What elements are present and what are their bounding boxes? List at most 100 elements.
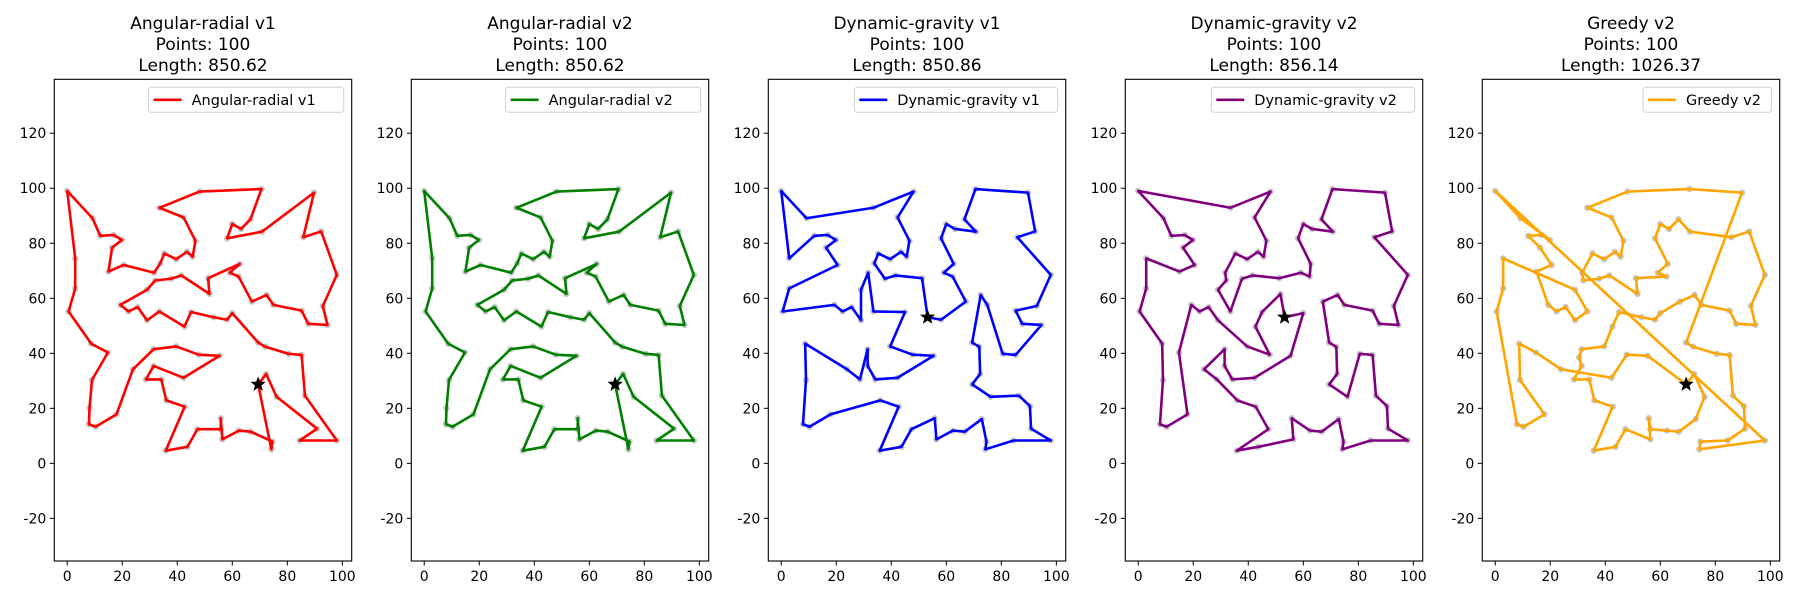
- y-tick-label: 20: [28, 401, 46, 417]
- y-tick-label: 100: [377, 181, 404, 197]
- y-tick-label: -20: [23, 511, 46, 527]
- legend-box: [1210, 86, 1416, 113]
- axes-frame: [1124, 78, 1424, 562]
- y-tick-label: 0: [1465, 456, 1474, 472]
- x-tick-label: 20: [113, 569, 131, 585]
- start-marker-star: [1276, 309, 1293, 324]
- x-tick-label: 80: [1349, 569, 1367, 585]
- x-tick-label: 40: [525, 569, 543, 585]
- subplot-title-line: Length: 1026.37: [1561, 56, 1701, 76]
- y-tick-label: 60: [385, 291, 403, 307]
- plot-area: [1135, 185, 1412, 454]
- y-tick-label: 100: [1091, 181, 1118, 197]
- x-tick-label: 0: [63, 569, 72, 585]
- plot-area: [778, 185, 1055, 454]
- y-tick-label: 20: [1099, 401, 1117, 417]
- y-tick-label: 20: [385, 401, 403, 417]
- y-tick-label: 40: [1456, 346, 1474, 362]
- legend-box: [505, 86, 702, 113]
- x-tick-label: 80: [635, 569, 653, 585]
- x-tick-label: 80: [278, 569, 296, 585]
- x-tick-label: 40: [882, 569, 900, 585]
- legend: Greedy v2: [1642, 86, 1773, 113]
- start-marker-star: [250, 376, 266, 391]
- legend-label: Dynamic-gravity v2: [1254, 93, 1397, 109]
- y-tick-label: 80: [385, 236, 403, 252]
- y-tick-label: 20: [1456, 401, 1474, 417]
- y-tick-label: 100: [734, 181, 761, 197]
- y-tick-label: 40: [28, 346, 46, 362]
- axes-frame: [1481, 78, 1781, 562]
- subplot-title-line: Length: 850.86: [852, 56, 981, 76]
- x-tick-label: 0: [777, 569, 786, 585]
- x-tick-label: 60: [1651, 569, 1669, 585]
- subplot-title-line: Points: 100: [513, 35, 608, 55]
- y-tick-label: 40: [1099, 346, 1117, 362]
- tour-line: [1136, 187, 1410, 452]
- subplot-title-line: Dynamic-gravity v2: [1190, 14, 1357, 34]
- subplot-title-line: Points: 100: [1584, 35, 1679, 55]
- y-tick-label: 120: [20, 126, 47, 142]
- subplot-title-line: Length: 850.62: [495, 56, 624, 76]
- legend-box: [1642, 86, 1773, 113]
- x-tick-label: 100: [329, 569, 356, 585]
- tour-line: [422, 187, 696, 452]
- axes-frame: [410, 78, 710, 562]
- x-tick-label: 60: [937, 569, 955, 585]
- x-tick-label: 20: [1184, 569, 1202, 585]
- legend-label: Greedy v2: [1686, 93, 1761, 109]
- y-tick-label: 0: [37, 456, 46, 472]
- x-tick-label: 20: [1541, 569, 1559, 585]
- start-marker-star: [607, 376, 623, 391]
- y-tick-label: 60: [1456, 291, 1474, 307]
- axes-frame: [767, 78, 1067, 562]
- subplot-title-line: Angular-radial v1: [130, 14, 276, 34]
- x-tick-label: 100: [1043, 569, 1070, 585]
- y-tick-label: 120: [1448, 126, 1475, 142]
- x-tick-label: 60: [1294, 569, 1312, 585]
- y-tick-label: 120: [377, 126, 404, 142]
- x-tick-label: 80: [1706, 569, 1724, 585]
- x-tick-label: 60: [223, 569, 241, 585]
- y-tick-label: 0: [751, 456, 760, 472]
- x-tick-label: 0: [420, 569, 429, 585]
- x-tick-label: 100: [1400, 569, 1427, 585]
- legend-box: [148, 86, 345, 113]
- legend: Dynamic-gravity v1: [853, 86, 1059, 113]
- tour-line: [1493, 187, 1767, 452]
- y-tick-label: 20: [742, 401, 760, 417]
- x-tick-label: 0: [1134, 569, 1143, 585]
- legend: Dynamic-gravity v2: [1210, 86, 1416, 113]
- subplot-title-line: Length: 856.14: [1209, 56, 1338, 76]
- subplot-title-line: Points: 100: [1227, 35, 1322, 55]
- y-tick-label: 0: [1108, 456, 1117, 472]
- y-tick-label: -20: [380, 511, 403, 527]
- x-tick-label: 100: [686, 569, 713, 585]
- y-tick-label: 60: [742, 291, 760, 307]
- y-tick-label: 100: [1448, 181, 1475, 197]
- y-tick-label: 80: [1456, 236, 1474, 252]
- legend-label: Dynamic-gravity v1: [897, 93, 1040, 109]
- legend-label: Angular-radial v2: [549, 93, 673, 109]
- subplot-title-line: Length: 850.62: [138, 56, 267, 76]
- legend: Angular-radial v2: [505, 86, 702, 113]
- plot-area: [1492, 185, 1769, 454]
- y-tick-label: -20: [737, 511, 760, 527]
- x-tick-label: 80: [992, 569, 1010, 585]
- tour-line: [779, 187, 1053, 452]
- start-marker-star: [1678, 376, 1694, 391]
- subplot-title-line: Points: 100: [870, 35, 965, 55]
- plot-area: [64, 185, 341, 454]
- x-tick-label: 20: [827, 569, 845, 585]
- x-tick-label: 40: [1596, 569, 1614, 585]
- legend-label: Angular-radial v1: [192, 93, 316, 109]
- y-tick-label: 60: [28, 291, 46, 307]
- y-tick-label: 80: [742, 236, 760, 252]
- subplot-title-line: Dynamic-gravity v1: [833, 14, 1000, 34]
- y-tick-label: 100: [20, 181, 47, 197]
